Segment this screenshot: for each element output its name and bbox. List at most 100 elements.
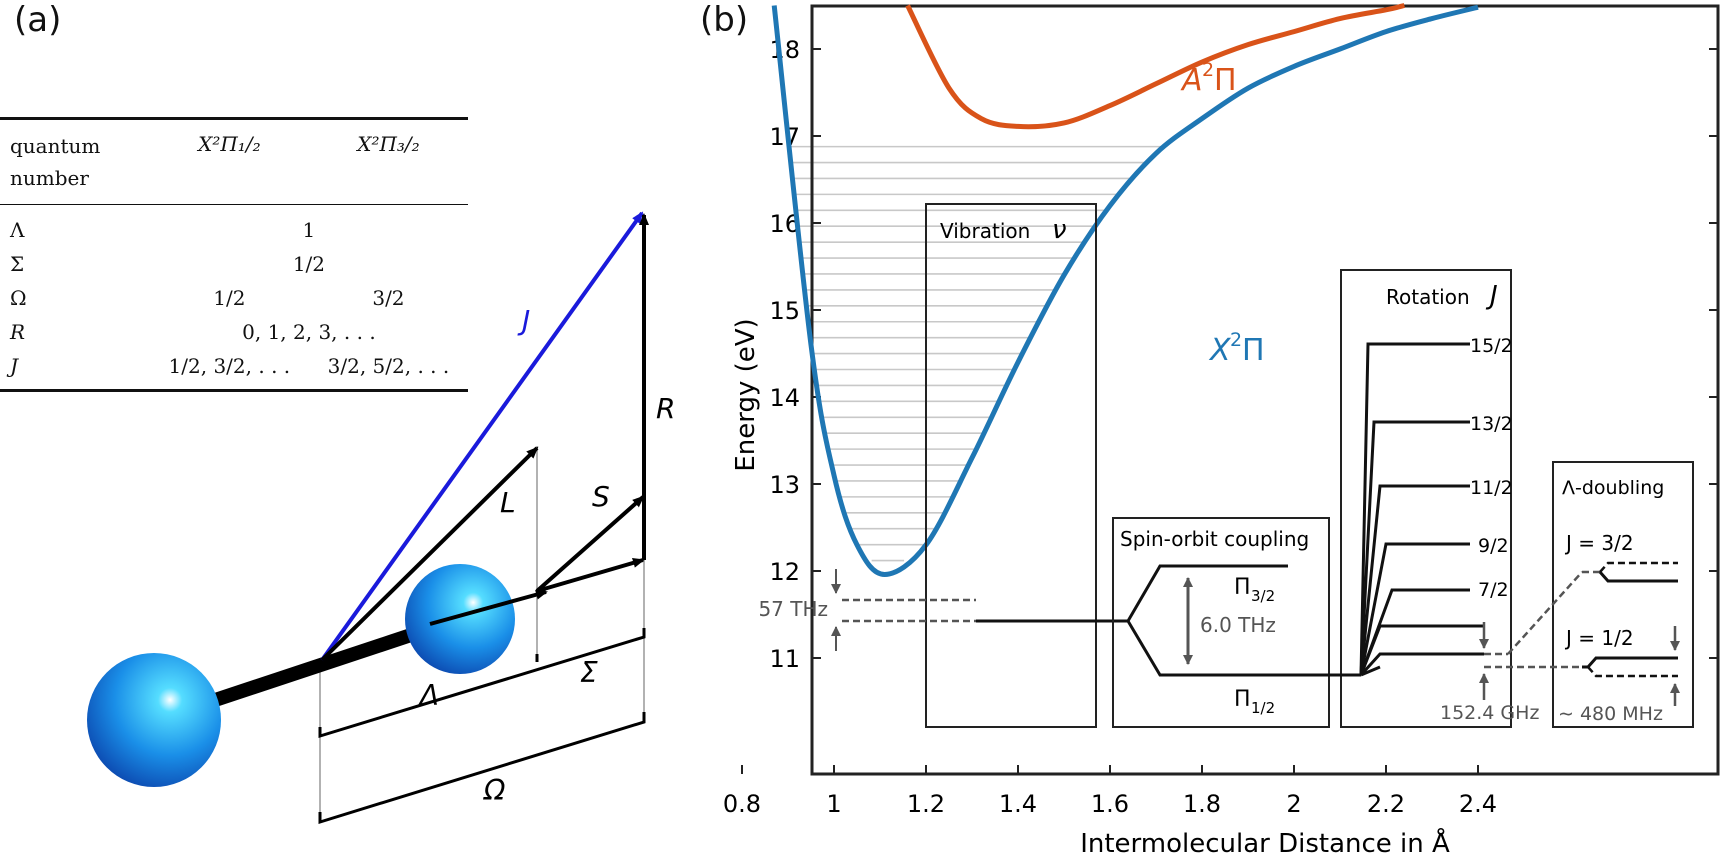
- X2Pi-label-base: X: [1208, 333, 1232, 368]
- rotational-level-line: [1359, 652, 1484, 677]
- vibration-spacing-label: 57 THz: [758, 597, 828, 621]
- vector-diagram: J L S R Λ Σ Ω: [87, 211, 675, 825]
- x-axis-label: Intermolecular Distance in Å: [1080, 827, 1450, 858]
- spin-orbit-splitting-label: 6.0 THz: [1200, 613, 1276, 637]
- atom-large: [87, 653, 221, 787]
- lambda-splitting-label: ∼ 480 MHz: [1558, 703, 1663, 725]
- table-header-x-pi-three-half: X²Π₃/₂: [308, 118, 468, 205]
- panel-b: (b) 0.8 1 1.2 1.4 1.6 1.8 2 2.2 2.4 11 12 13 14 15 16 1…: [700, 0, 1725, 858]
- lambda-doubling-title: Λ-doubling: [1562, 477, 1664, 499]
- panel-a-label: (a): [14, 0, 62, 40]
- spin-orbit-connector: [976, 564, 1288, 677]
- x-tick-label: 1.6: [1091, 790, 1129, 818]
- table-row: R 0, 1, 2, 3, . . .: [0, 315, 468, 349]
- table-row: Σ 1/2: [0, 247, 468, 281]
- y-tick-label: 18: [769, 36, 800, 64]
- y-tick-label: 11: [769, 645, 800, 673]
- A2Pi-curve: [905, 3, 1405, 130]
- L-vector-arrow: [320, 446, 539, 662]
- X2Pi-label-sup: 2: [1230, 329, 1242, 351]
- rotational-level-line: [1359, 542, 1470, 676]
- rotation-splitting-label: 152.4 GHz: [1440, 702, 1539, 724]
- lambda-j-lower-label: J = 1/2: [1564, 626, 1634, 650]
- atom-small: [405, 564, 515, 674]
- vibration-box: [925, 203, 1097, 728]
- X2Pi-label-pi: Π: [1242, 333, 1265, 368]
- quantum-number-table: quantum number X²Π₁/₂ X²Π₃/₂ Λ 1 Σ 1/2 Ω…: [0, 117, 468, 392]
- rotational-level-line: [1360, 665, 1381, 677]
- rotational-level-line: [1359, 484, 1470, 676]
- spin-orbit-box: [1112, 517, 1330, 728]
- x-tick-label: 2.2: [1367, 790, 1405, 818]
- table-header-quantum: quantum number: [0, 118, 150, 205]
- X2Pi-curve: [771, 4, 1479, 577]
- Lambda-axis-arrow: [429, 589, 548, 626]
- rotation-level-label: 15/2: [1470, 335, 1513, 357]
- R-vector-label: R: [656, 392, 675, 425]
- pi-three-half-sub: 3/2: [1251, 587, 1275, 605]
- x-tick-label: 1.8: [1183, 790, 1221, 818]
- table-cell-shared: 1/2: [292, 252, 325, 276]
- y-tick-label: 12: [769, 558, 800, 586]
- pi-half-sub: 1/2: [1251, 699, 1275, 717]
- lambda-doubling-box: [1552, 461, 1694, 728]
- table-header-x-pi-half: X²Π₁/₂: [149, 118, 309, 205]
- y-axis-label: Energy (eV): [731, 318, 761, 471]
- table-cell-value: 1/2: [213, 286, 246, 310]
- vibration-title: Vibration: [940, 219, 1030, 243]
- panel-a: (a) quantum number X²Π₁/₂ X²Π₃/₂ Λ 1 Σ 1…: [0, 0, 720, 858]
- S-vector-label: S: [592, 480, 610, 513]
- table-cell-value: 3/2: [372, 286, 405, 310]
- A2Pi-label-base: A: [1180, 63, 1203, 98]
- L-vector-label: L: [500, 486, 516, 519]
- table-cell-symbol: J: [10, 354, 19, 378]
- rotation-level-label: 9/2: [1478, 535, 1509, 557]
- x-tick-label: 0.8: [723, 790, 761, 818]
- table-cell-value: 1/2, 3/2, . . .: [168, 354, 291, 378]
- y-tick-label: 13: [769, 471, 800, 499]
- table-cell-symbol: R: [10, 320, 26, 344]
- A2Pi-label-pi: Π: [1214, 63, 1237, 98]
- x-tick-label: 1.4: [999, 790, 1037, 818]
- header-quantum-word: quantum: [10, 134, 101, 158]
- lambda-j-upper-label: J = 3/2: [1564, 531, 1634, 555]
- S-vector-arrow: [535, 495, 645, 593]
- header-number-word: number: [10, 166, 89, 190]
- vibration-symbol: ν: [1052, 215, 1067, 245]
- table-row: Λ 1: [0, 205, 468, 248]
- pi-half-label: Π: [1234, 687, 1251, 712]
- x-tick-label: 2: [1286, 790, 1301, 818]
- rotation-symbol: J: [1485, 281, 1498, 311]
- rotation-level-label: 13/2: [1470, 413, 1513, 435]
- J-vector-label: J: [517, 304, 530, 337]
- vibrational-levels: [789, 145, 1165, 562]
- pi-three-half-label: Π: [1234, 575, 1251, 600]
- Lambda-projection-label: Λ: [418, 679, 439, 712]
- table-cell-symbol: Λ: [10, 218, 25, 242]
- x-tick-label: 1: [826, 790, 841, 818]
- table-header-row: quantum number X²Π₁/₂ X²Π₃/₂: [0, 118, 468, 205]
- table-cell-shared: 0, 1, 2, 3, . . .: [242, 320, 376, 344]
- plot-frame: [810, 4, 1720, 776]
- x-tick-label: 1.2: [907, 790, 945, 818]
- table-cell-shared: 1: [302, 218, 316, 242]
- Sigma-axis-arrow: [536, 558, 645, 593]
- panel-b-label: (b): [700, 0, 749, 40]
- projection-brackets: [318, 628, 646, 825]
- A2Pi-label-sup: 2: [1202, 59, 1214, 81]
- rotational-level-line: [1359, 342, 1470, 676]
- rotation-level-label: 11/2: [1470, 477, 1513, 499]
- table-row: J 1/2, 3/2, . . . 3/2, 5/2, . . .: [0, 349, 468, 391]
- Sigma-projection-label: Σ: [580, 656, 598, 689]
- rotational-level-line: [1359, 624, 1484, 676]
- rotation-title: Rotation: [1386, 285, 1470, 309]
- rotational-level-line: [1359, 420, 1470, 676]
- rotational-levels: [1216, 342, 1484, 677]
- rotation-level-label: 7/2: [1478, 579, 1509, 601]
- table-row: Ω 1/2 3/2: [0, 281, 468, 315]
- lambda-doubling-levels: [1484, 561, 1678, 678]
- y-tick-label: 15: [769, 297, 800, 325]
- rotation-box: [1340, 269, 1512, 728]
- spin-orbit-title: Spin-orbit coupling: [1120, 527, 1309, 551]
